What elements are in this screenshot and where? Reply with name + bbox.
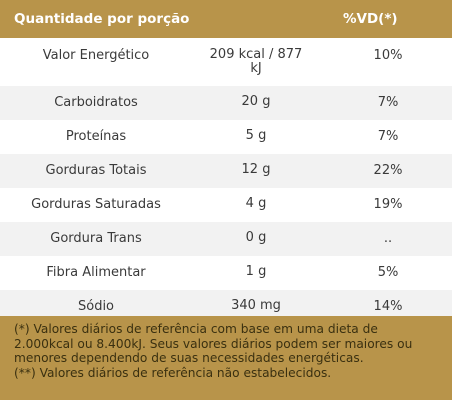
nutrient-amount: 1 g: [245, 264, 267, 279]
table-footnote: (*) Valores diários de referência com ba…: [0, 316, 452, 400]
nutrient-vd: 19%: [373, 197, 403, 212]
nutrient-vd: ..: [383, 231, 393, 246]
table-row: Gorduras Totais 12 g 22%: [0, 154, 452, 188]
table-body: Valor Energético 209 kcal / 877 kJ 10% C…: [0, 38, 452, 324]
table-row: Proteínas 5 g 7%: [0, 120, 452, 154]
nutrient-name: Valor Energético: [42, 48, 150, 63]
nutrient-amount: 4 g: [245, 196, 267, 211]
nutrient-name: Gorduras Totais: [45, 163, 147, 178]
nutrient-name: Carboidratos: [54, 95, 138, 110]
nutrient-name: Fibra Alimentar: [46, 265, 146, 280]
header-vd: %VD(*): [343, 11, 398, 27]
nutrient-name: Sódio: [77, 299, 115, 314]
nutrient-amount: 5 g: [245, 128, 267, 143]
header-title: Quantidade por porção: [14, 11, 190, 27]
nutrient-name: Gorduras Saturadas: [31, 197, 161, 212]
table-row: Carboidratos 20 g 7%: [0, 86, 452, 120]
footnote-not-established: (**) Valores diários de referência não e…: [14, 365, 332, 380]
table-row: Valor Energético 209 kcal / 877 kJ 10%: [0, 38, 452, 86]
nutrient-vd: 5%: [377, 265, 399, 280]
table-row: Gordura Trans 0 g ..: [0, 222, 452, 256]
table-row: Fibra Alimentar 1 g 5%: [0, 256, 452, 290]
nutrient-name: Gordura Trans: [50, 231, 142, 246]
nutrient-amount: 12 g: [241, 162, 271, 177]
nutrient-vd: 10%: [373, 48, 403, 63]
nutrient-vd: 14%: [373, 299, 403, 314]
nutrient-vd: 7%: [377, 95, 399, 110]
nutrient-amount: 340 mg: [231, 298, 281, 313]
footnote-vd: (*) Valores diários de referência com ba…: [14, 322, 413, 365]
table-header: Quantidade por porção %VD(*): [0, 0, 452, 38]
nutrient-vd: 7%: [377, 129, 399, 144]
nutrient-amount: 20 g: [241, 94, 271, 109]
nutrient-name: Proteínas: [65, 129, 127, 144]
nutrient-vd: 22%: [373, 163, 403, 178]
nutrient-amount: 209 kcal / 877 kJ: [209, 47, 303, 76]
nutrient-amount: 0 g: [245, 230, 267, 245]
table-row: Gorduras Saturadas 4 g 19%: [0, 188, 452, 222]
